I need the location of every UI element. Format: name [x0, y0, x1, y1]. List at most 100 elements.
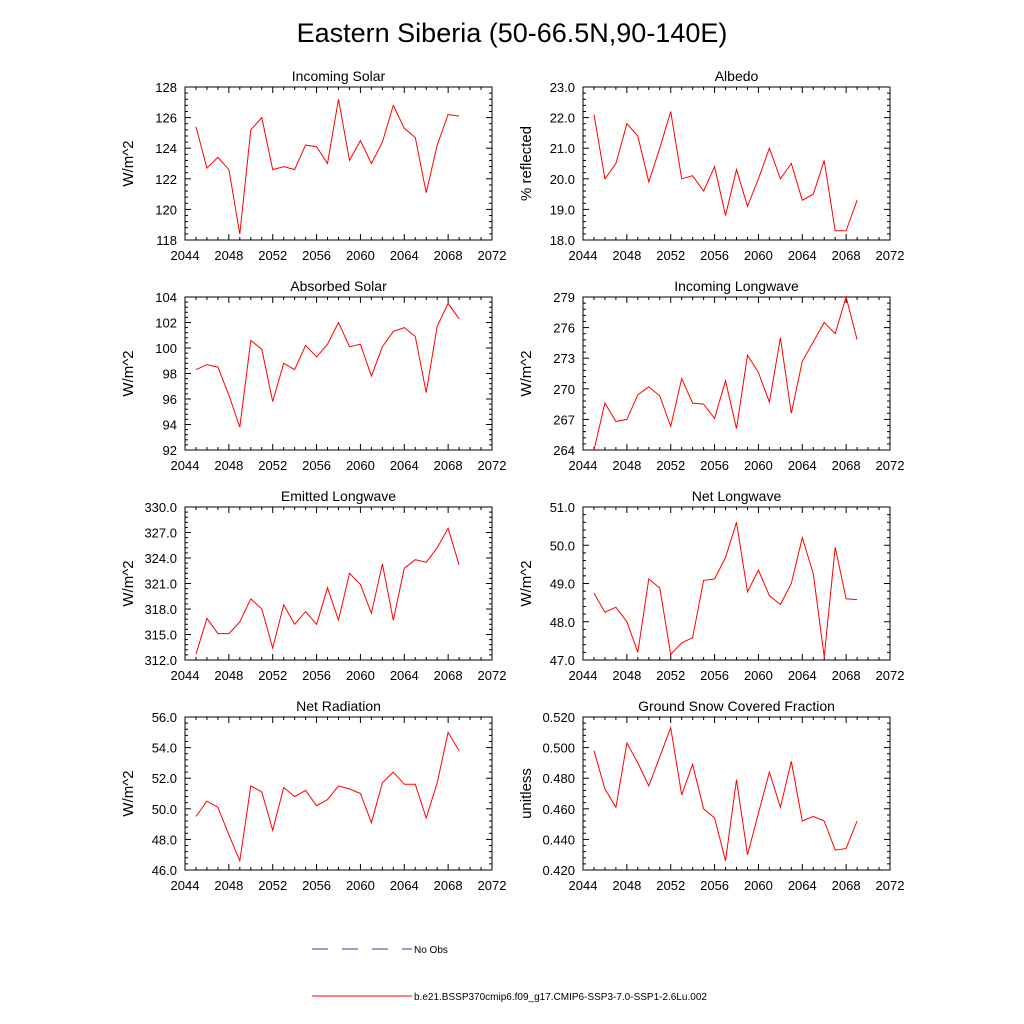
x-tick-label: 2044: [569, 248, 598, 263]
y-tick-label: 92: [163, 443, 177, 458]
y-tick-label: 118: [156, 233, 177, 248]
plot-frame: [184, 296, 493, 451]
x-tick-label: 2052: [656, 248, 685, 263]
x-tick-label: 2068: [832, 668, 861, 683]
y-tick-label: 56.0: [152, 710, 177, 725]
x-tick-label: 2064: [788, 668, 817, 683]
x-tick-label: 2052: [656, 458, 685, 473]
y-tick-label: 120: [155, 202, 177, 217]
x-tick-label: 2072: [876, 458, 905, 473]
y-tick-label: 19.0: [550, 202, 575, 217]
panel-title: Net Longwave: [692, 488, 782, 504]
y-tick-label: 122: [155, 172, 177, 187]
x-tick-label: 2072: [876, 248, 905, 263]
x-tick-label: 2064: [788, 458, 817, 473]
x-tick-label: 2048: [612, 458, 641, 473]
y-tick-label: 21.0: [550, 141, 575, 156]
y-tick-label: 49.0: [550, 577, 575, 592]
y-tick-label: 0.420: [542, 863, 575, 878]
y-tick-label: 318.0: [144, 602, 177, 617]
y-tick-label: 128: [155, 80, 177, 95]
x-tick-label: 2056: [700, 458, 729, 473]
x-tick-label: 2048: [214, 878, 243, 893]
x-tick-label: 2044: [171, 458, 200, 473]
y-tick-label: 279: [553, 290, 575, 305]
y-tick-label: 23.0: [550, 80, 575, 95]
x-tick-label: 2048: [214, 248, 243, 263]
panel-title: Absorbed Solar: [290, 278, 387, 294]
y-tick-label: 126: [155, 111, 177, 126]
series-line-ground-snow-covered-fraction: [593, 725, 858, 861]
panel-title: Incoming Longwave: [674, 278, 799, 294]
y-tick-label: 321.0: [144, 577, 177, 592]
y-tick-label: 273: [553, 351, 575, 366]
y-tick-label: 270: [553, 382, 575, 397]
y-tick-label: 50.0: [550, 538, 575, 553]
x-tick-label: 2068: [434, 668, 463, 683]
y-tick-label: 102: [155, 316, 177, 331]
series-line-net-longwave: [593, 522, 858, 657]
y-tick-label: 276: [553, 321, 575, 336]
x-tick-label: 2060: [744, 458, 773, 473]
series-line-emitted-longwave: [195, 527, 460, 655]
x-tick-label: 2060: [346, 248, 375, 263]
x-tick-label: 2060: [744, 668, 773, 683]
plot-frame: [184, 86, 493, 241]
x-tick-label: 2068: [434, 248, 463, 263]
y-tick-label: 54.0: [152, 741, 177, 756]
plot-frame: [582, 86, 891, 241]
panel-ground-snow-covered-fraction: Ground Snow Covered Fraction unitless 2044…: [518, 698, 904, 893]
y-tick-label: 0.440: [542, 832, 575, 847]
x-tick-label: 2068: [434, 878, 463, 893]
y-tick-label: 267: [553, 412, 575, 427]
y-tick-label: 22.0: [550, 111, 575, 126]
panel-title: Albedo: [715, 68, 759, 84]
panel-title: Net Radiation: [296, 698, 381, 714]
y-tick-label: 18.0: [550, 233, 575, 248]
y-tick-label: 52.0: [152, 771, 177, 786]
x-tick-label: 2064: [390, 668, 419, 683]
x-tick-label: 2072: [478, 458, 507, 473]
x-tick-label: 2048: [612, 878, 641, 893]
x-tick-label: 2056: [302, 878, 331, 893]
legend-item-model: b.e21.BSSP370cmip6.f09_g17.CMIP6-SSP3-7.…: [312, 992, 707, 1003]
x-tick-label: 2060: [744, 878, 773, 893]
x-tick-label: 2044: [171, 248, 200, 263]
x-tick-label: 2052: [258, 668, 287, 683]
x-tick-label: 2068: [832, 878, 861, 893]
plot-frame: [184, 506, 493, 661]
panel-incoming-solar: Incoming Solar W/m^2 2044 2048 2052 2056 2060 2…: [120, 68, 506, 263]
x-tick-label: 2052: [258, 248, 287, 263]
panel-net-radiation: Net Radiation W/m^2 2044 2048 2052 2056 2060 20…: [120, 698, 506, 893]
y-tick-label: 124: [155, 141, 177, 156]
y-axis-label: W/m^2: [120, 560, 137, 606]
panel-emitted-longwave: Emitted Longwave W/m^2 2044 2048 2052 2056 206…: [120, 488, 506, 683]
x-tick-label: 2056: [302, 458, 331, 473]
x-tick-label: 2048: [214, 458, 243, 473]
y-axis-label: W/m^2: [518, 560, 535, 606]
x-tick-label: 2044: [171, 668, 200, 683]
series-line-incoming-solar: [195, 99, 460, 234]
x-tick-label: 2052: [656, 668, 685, 683]
x-tick-label: 2056: [700, 668, 729, 683]
y-tick-label: 46.0: [152, 863, 177, 878]
x-tick-label: 2044: [569, 878, 598, 893]
y-tick-label: 48.0: [152, 832, 177, 847]
y-axis-label: W/m^2: [120, 140, 137, 186]
y-axis-label: W/m^2: [120, 350, 137, 396]
x-tick-label: 2052: [258, 458, 287, 473]
panel-absorbed-solar: Absorbed Solar W/m^2 2044 2048 2052 2056 2060 2…: [120, 278, 506, 473]
y-axis-label: % reflected: [518, 126, 535, 201]
y-tick-label: 94: [163, 418, 177, 433]
x-tick-label: 2048: [612, 248, 641, 263]
legend: No Obs b.e21.BSSP370cmip6.f09_g17.CMIP6-…: [312, 945, 707, 1003]
legend-label-model: b.e21.BSSP370cmip6.f09_g17.CMIP6-SSP3-7.…: [414, 992, 707, 1003]
x-tick-label: 2056: [700, 248, 729, 263]
x-tick-label: 2056: [700, 878, 729, 893]
series-line-incoming-longwave: [593, 295, 858, 451]
series-line-albedo: [593, 111, 858, 232]
x-tick-label: 2060: [346, 458, 375, 473]
y-tick-label: 315.0: [144, 628, 177, 643]
